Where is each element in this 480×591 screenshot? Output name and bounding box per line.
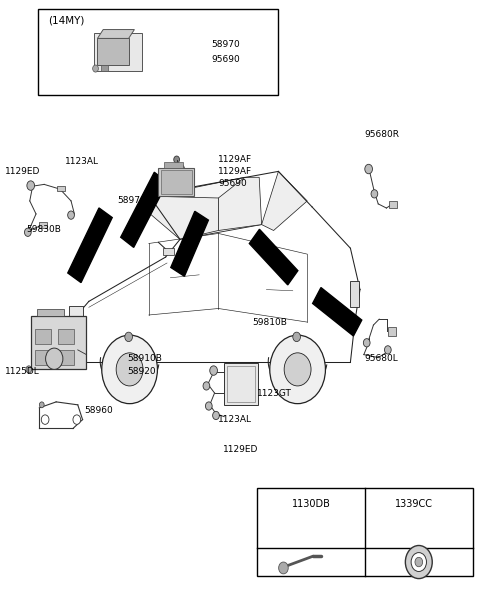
Bar [257,488,473,576]
Circle shape [102,335,157,404]
Circle shape [284,353,311,386]
Circle shape [415,557,422,567]
Circle shape [174,156,180,163]
Circle shape [384,346,391,354]
Text: 59810B: 59810B [252,317,287,327]
Text: 95680L: 95680L [365,354,398,363]
Bar [58,329,74,344]
Circle shape [24,228,31,236]
Bar [224,363,258,405]
Polygon shape [149,196,218,239]
Circle shape [365,164,372,174]
Text: 59830B: 59830B [26,225,61,234]
Text: 95690: 95690 [218,178,247,188]
Text: 1129ED: 1129ED [223,444,259,454]
Circle shape [411,553,427,571]
Circle shape [39,402,44,408]
Circle shape [205,402,212,410]
Circle shape [27,181,35,190]
Bar [57,186,65,191]
Polygon shape [249,229,298,285]
Circle shape [125,332,132,342]
Circle shape [68,211,74,219]
Bar [35,329,51,344]
Text: (14MY): (14MY) [48,16,84,25]
Text: 58970: 58970 [118,196,146,206]
Text: 95690: 95690 [211,54,240,64]
Circle shape [203,382,210,390]
Circle shape [26,366,32,373]
Text: 95680R: 95680R [365,129,400,139]
Text: 1123GT: 1123GT [257,388,292,398]
Circle shape [363,339,370,347]
Text: 1130DB: 1130DB [292,499,330,508]
Polygon shape [97,30,134,38]
Bar [69,306,83,319]
Polygon shape [312,288,362,336]
Bar [35,350,51,365]
Circle shape [293,332,300,342]
Polygon shape [151,177,262,239]
Circle shape [213,411,219,420]
Text: 58960: 58960 [84,406,113,415]
Circle shape [270,335,325,404]
Bar [163,248,174,255]
Bar [58,350,74,365]
Polygon shape [218,177,262,230]
Bar [164,162,183,168]
Text: 1123AL: 1123AL [218,415,252,424]
Bar [97,38,129,65]
Text: 1123AL: 1123AL [65,157,99,167]
Circle shape [73,415,81,424]
Bar [388,327,396,336]
Text: 58920: 58920 [127,366,156,376]
Circle shape [405,545,432,579]
Circle shape [278,562,288,574]
Text: 1129AF: 1129AF [218,155,252,164]
Circle shape [41,415,49,424]
Circle shape [116,353,143,386]
Circle shape [46,348,63,369]
Circle shape [179,165,184,172]
Circle shape [93,65,98,72]
Bar [94,33,142,71]
Bar [101,65,108,71]
Bar [39,222,47,228]
Polygon shape [171,212,208,276]
Bar [161,170,192,194]
Circle shape [210,366,217,375]
Text: 1125DL: 1125DL [5,366,39,376]
Bar [38,9,278,95]
Bar [389,201,397,208]
Bar [37,309,64,316]
Text: 1129AF: 1129AF [218,167,252,176]
Text: 58970: 58970 [211,40,240,50]
Polygon shape [262,171,307,230]
Polygon shape [68,208,112,282]
Bar [227,366,255,402]
Bar [158,168,194,196]
Text: 58910B: 58910B [127,354,162,363]
Bar [31,316,86,369]
Polygon shape [121,172,167,248]
Circle shape [371,190,378,198]
Bar [350,281,359,307]
Text: 1339CC: 1339CC [395,499,433,508]
Text: 1129ED: 1129ED [5,167,40,176]
